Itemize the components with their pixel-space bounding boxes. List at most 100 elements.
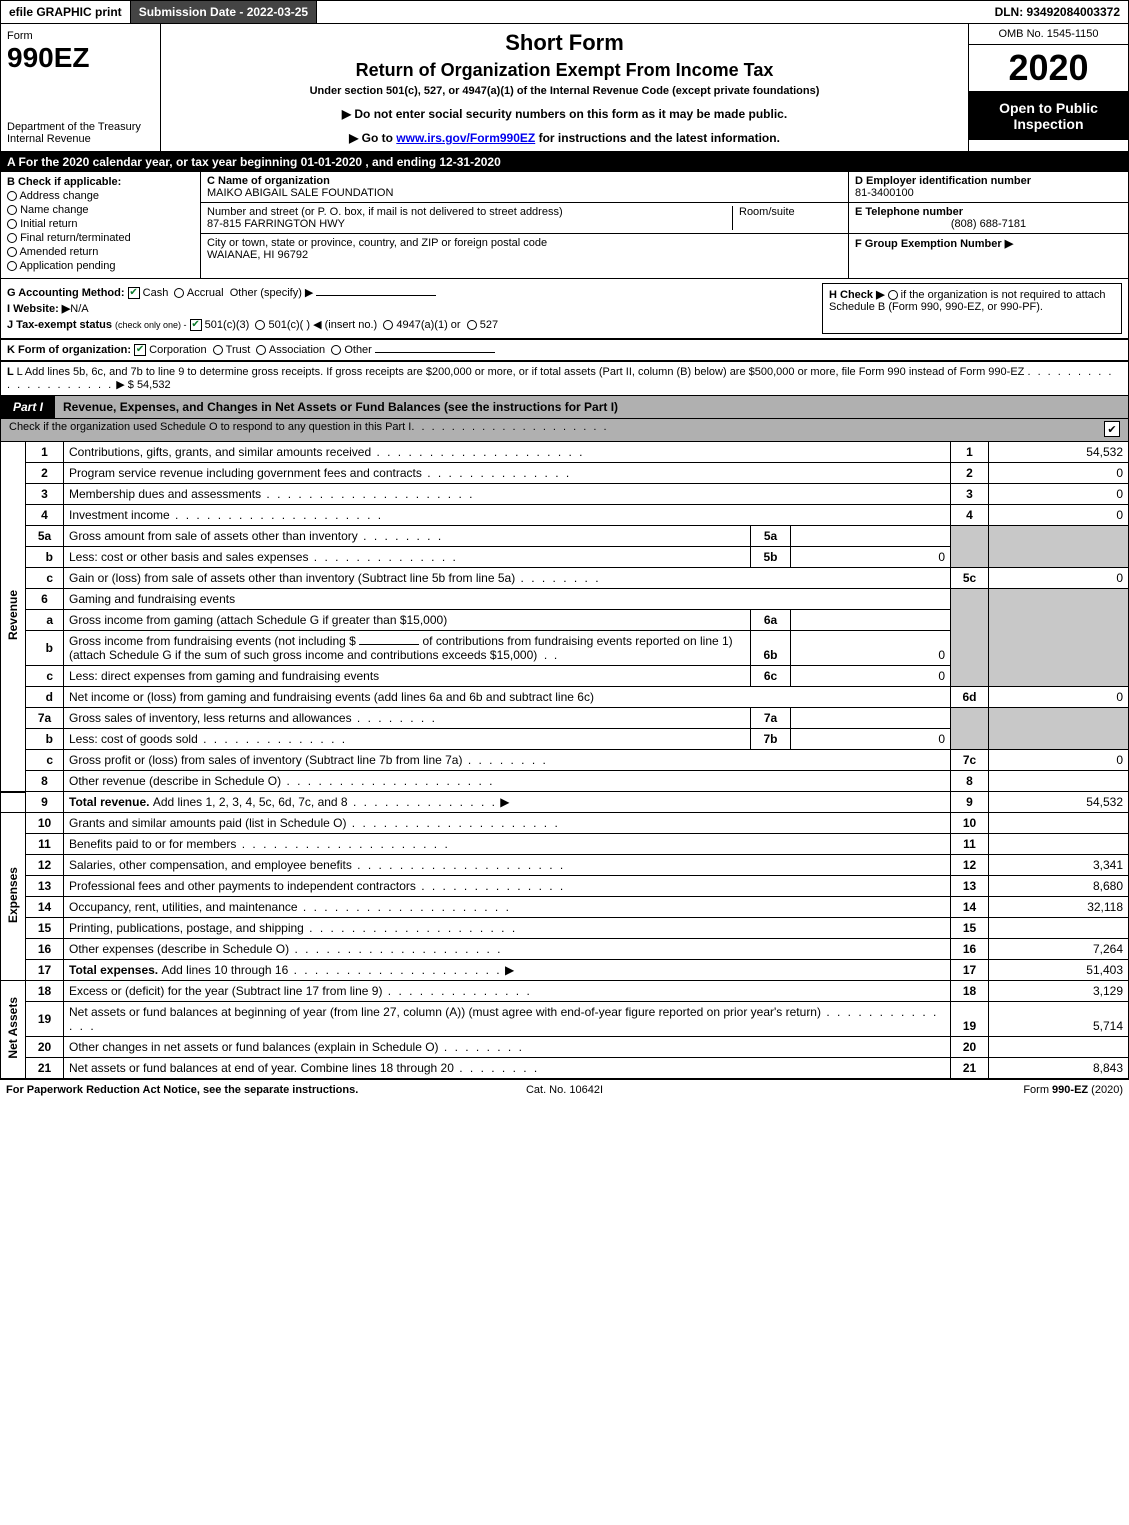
- schedule-o-text: Check if the organization used Schedule …: [9, 421, 411, 433]
- efile-print-button[interactable]: efile GRAPHIC print: [1, 1, 131, 23]
- l16-rnum: 16: [951, 939, 989, 960]
- chk-initial-return[interactable]: Initial return: [7, 218, 194, 230]
- line-15: 15 Printing, publications, postage, and …: [1, 918, 1129, 939]
- l21-desc: Net assets or fund balances at end of ye…: [64, 1058, 951, 1079]
- l5b-sub: 5b: [751, 547, 791, 568]
- l-amount: ▶ $ 54,532: [116, 379, 170, 391]
- l10-val: [989, 813, 1129, 834]
- line-4: 4 Investment income 4 0: [1, 505, 1129, 526]
- l7b-desc: Less: cost of goods sold: [64, 729, 751, 750]
- l7c-rnum: 7c: [951, 750, 989, 771]
- tax-exempt-row: J Tax-exempt status (check only one) - 5…: [7, 318, 814, 331]
- footer-left: For Paperwork Reduction Act Notice, see …: [6, 1084, 378, 1096]
- chk-corporation[interactable]: [134, 344, 146, 356]
- other-specify-input[interactable]: [316, 295, 436, 296]
- l7ab-grey-val: [989, 708, 1129, 750]
- l6d-desc: Net income or (loss) from gaming and fun…: [64, 687, 951, 708]
- line-8: 8 Other revenue (describe in Schedule O)…: [1, 771, 1129, 792]
- chk-4947[interactable]: [383, 320, 393, 330]
- line-7a: 7a Gross sales of inventory, less return…: [1, 708, 1129, 729]
- l1-val: 54,532: [989, 442, 1129, 463]
- l12-val: 3,341: [989, 855, 1129, 876]
- revenue-side-label: Revenue: [1, 442, 26, 792]
- l2-rnum: 2: [951, 463, 989, 484]
- l17-val: 51,403: [989, 960, 1129, 981]
- chk-cash[interactable]: [128, 287, 140, 299]
- form-title: Short Form: [171, 30, 958, 56]
- line-17: 17 Total expenses. Add lines 10 through …: [1, 960, 1129, 981]
- check-if-applicable: B Check if applicable: Address change Na…: [1, 172, 201, 278]
- schedule-o-check-row: Check if the organization used Schedule …: [0, 419, 1129, 441]
- l6d-val: 0: [989, 687, 1129, 708]
- l4-rnum: 4: [951, 505, 989, 526]
- l21-rnum: 21: [951, 1058, 989, 1079]
- part1-table: Revenue 1 Contributions, gifts, grants, …: [0, 441, 1129, 1079]
- room-suite: Room/suite: [732, 206, 842, 230]
- l6b-amount-input[interactable]: [359, 644, 419, 645]
- chk-527[interactable]: [467, 320, 477, 330]
- tax-year-row: A For the 2020 calendar year, or tax yea…: [0, 152, 1129, 172]
- l19-desc: Net assets or fund balances at beginning…: [64, 1002, 951, 1037]
- chk-amended-return-label: Amended return: [19, 246, 98, 258]
- chk-other[interactable]: [331, 345, 341, 355]
- chk-501c[interactable]: [255, 320, 265, 330]
- footer-center: Cat. No. 10642I: [378, 1084, 750, 1096]
- l14-num: 14: [26, 897, 64, 918]
- chk-name-change[interactable]: Name change: [7, 204, 194, 216]
- irs-link[interactable]: www.irs.gov/Form990EZ: [396, 131, 535, 145]
- chk-address-change[interactable]: Address change: [7, 190, 194, 202]
- l3-val: 0: [989, 484, 1129, 505]
- l20-desc: Other changes in net assets or fund bala…: [64, 1037, 951, 1058]
- l7a-sv: [791, 708, 951, 729]
- chk-accrual[interactable]: [174, 288, 184, 298]
- l20-rnum: 20: [951, 1037, 989, 1058]
- other-label: Other (specify) ▶: [230, 287, 314, 299]
- l16-desc: Other expenses (describe in Schedule O): [64, 939, 951, 960]
- l4-num: 4: [26, 505, 64, 526]
- chk-h[interactable]: [888, 290, 898, 300]
- form-number: 990EZ: [7, 42, 154, 74]
- l12-num: 12: [26, 855, 64, 876]
- 501c-label: 501(c)( ) ◀ (insert no.): [268, 319, 377, 331]
- l6a-sv: [791, 610, 951, 631]
- l7c-val: 0: [989, 750, 1129, 771]
- l4-desc: Investment income: [64, 505, 951, 526]
- info-g-to-l: G Accounting Method: Cash Accrual Other …: [0, 279, 1129, 339]
- l15-rnum: 15: [951, 918, 989, 939]
- top-bar: efile GRAPHIC print Submission Date - 20…: [0, 0, 1129, 24]
- chk-application-pending[interactable]: Application pending: [7, 260, 194, 272]
- chk-amended-return[interactable]: Amended return: [7, 246, 194, 258]
- l8-val: [989, 771, 1129, 792]
- l5c-val: 0: [989, 568, 1129, 589]
- l14-rnum: 14: [951, 897, 989, 918]
- l5ab-grey-val: [989, 526, 1129, 568]
- l6c-num: c: [26, 666, 64, 687]
- g-label: G Accounting Method:: [7, 287, 125, 299]
- l16-val: 7,264: [989, 939, 1129, 960]
- chk-501c3[interactable]: [190, 319, 202, 331]
- d-label: D Employer identification number: [855, 175, 1031, 187]
- l17-num: 17: [26, 960, 64, 981]
- l20-num: 20: [26, 1037, 64, 1058]
- website-value: N/A: [70, 303, 88, 315]
- l14-desc: Occupancy, rent, utilities, and maintena…: [64, 897, 951, 918]
- group-exemption-row: F Group Exemption Number ▶: [849, 234, 1128, 253]
- k-other-input[interactable]: [375, 352, 495, 353]
- 501c3-label: 501(c)(3): [205, 319, 250, 331]
- l9-desc: Total revenue. Add lines 1, 2, 3, 4, 5c,…: [64, 792, 951, 813]
- l6a-sub: 6a: [751, 610, 791, 631]
- chk-association[interactable]: [256, 345, 266, 355]
- l8-desc: Other revenue (describe in Schedule O): [64, 771, 951, 792]
- submission-date-button[interactable]: Submission Date - 2022-03-25: [131, 1, 317, 23]
- ein-value: 81-3400100: [855, 187, 914, 199]
- k-assoc-label: Association: [269, 344, 325, 356]
- line-2: 2 Program service revenue including gove…: [1, 463, 1129, 484]
- l4-val: 0: [989, 505, 1129, 526]
- part1-label: Part I: [1, 396, 55, 418]
- line-7c: c Gross profit or (loss) from sales of i…: [1, 750, 1129, 771]
- line-11: 11 Benefits paid to or for members 11: [1, 834, 1129, 855]
- schedule-o-checkbox[interactable]: ✔: [1104, 421, 1120, 437]
- chk-trust[interactable]: [213, 345, 223, 355]
- chk-final-return[interactable]: Final return/terminated: [7, 232, 194, 244]
- city-label: City or town, state or province, country…: [207, 237, 547, 249]
